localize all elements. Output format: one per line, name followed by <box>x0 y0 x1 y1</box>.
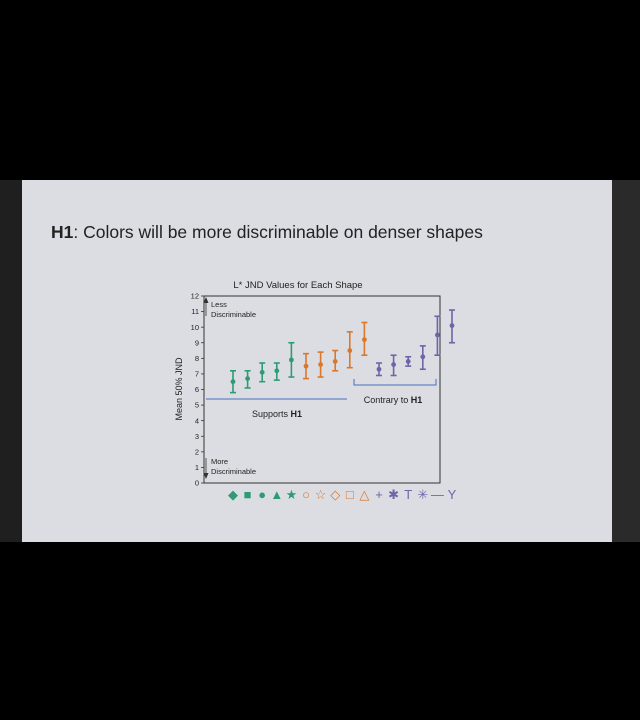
mean-point <box>274 368 280 374</box>
data-point <box>303 352 309 380</box>
shape-tick-label: ✱ <box>388 487 399 502</box>
mean-point <box>230 379 236 385</box>
mean-point <box>376 366 382 372</box>
arrow-up-head <box>203 297 209 303</box>
more-label: More <box>211 457 228 466</box>
shape-tick-label: T <box>404 487 412 502</box>
mean-point <box>259 369 265 375</box>
y-tick-label: 12 <box>191 292 199 301</box>
data-point <box>419 345 426 371</box>
data-point <box>317 351 324 378</box>
mean-point <box>289 357 294 363</box>
plot-frame <box>203 295 441 484</box>
arrow-down-head <box>203 473 209 479</box>
mean-point <box>405 359 411 364</box>
contrary-label-text: Contrary to <box>364 395 411 405</box>
mean-point <box>332 359 338 364</box>
y-tick-label: 6 <box>195 385 199 394</box>
contrary-label: Contrary to H1 <box>364 395 423 405</box>
y-tick-label: 5 <box>195 401 199 410</box>
slide-title-bold: H1 <box>51 222 74 242</box>
annotation-less-discriminable: Less Discriminable <box>203 297 256 319</box>
contrary-label-bold: H1 <box>411 395 423 405</box>
presentation-slide: H1: Colors will be more discriminable on… <box>22 180 612 542</box>
y-tick-label: 10 <box>191 323 199 332</box>
y-tick-label: 7 <box>195 370 199 379</box>
mean-point <box>362 337 367 343</box>
y-tick-label: 2 <box>195 447 199 456</box>
discriminable-label-bottom: Discriminable <box>211 467 256 476</box>
y-tick-label: 11 <box>191 307 199 316</box>
jnd-chart: L* JND Values for Each Shape Mean 50% JN… <box>174 280 457 502</box>
contrary-bracket <box>353 379 437 386</box>
shape-tick-label: ○ <box>302 487 310 502</box>
annotation-more-discriminable: More Discriminable <box>203 457 256 479</box>
slide-title-rest: : Colors will be more discriminable on d… <box>73 222 483 242</box>
bracket-contrary: Contrary to H1 <box>353 379 437 405</box>
less-label: Less <box>211 300 227 309</box>
mean-point <box>318 362 323 367</box>
data-point <box>332 349 339 372</box>
y-tick-label: 1 <box>195 463 199 472</box>
shape-tick-label: □ <box>346 487 354 502</box>
supports-label-text: Supports <box>252 409 291 419</box>
data-point <box>273 362 280 381</box>
shape-tick-label: ◇ <box>330 487 340 502</box>
shape-tick-label: + <box>375 487 383 502</box>
shape-tick-label: ☆ <box>315 487 327 502</box>
mean-point <box>449 323 455 329</box>
shape-tick-label: — <box>431 487 444 502</box>
y-axis-label: Mean 50% JND <box>174 357 184 421</box>
y-tick-label: 0 <box>195 479 199 488</box>
shape-tick-label: Y <box>448 487 457 502</box>
mean-point <box>435 332 440 338</box>
data-point <box>361 321 368 357</box>
shape-tick-labels: ◆ ■ ● ▲ ★ ○ ☆ ◇ □ △ + ✱ T ✳ — Y <box>228 487 457 502</box>
mean-point <box>347 348 353 353</box>
data-point <box>390 354 397 377</box>
data-point <box>346 331 353 369</box>
shape-tick-label: ▲ <box>270 487 283 502</box>
shape-tick-label: ● <box>258 487 266 502</box>
mean-point <box>420 354 426 360</box>
data-point <box>376 362 382 377</box>
y-tick-label: 4 <box>195 416 199 425</box>
mean-point <box>303 363 309 369</box>
supports-label: Supports H1 <box>252 409 302 419</box>
shape-tick-label: ★ <box>286 487 298 502</box>
y-tick-label: 8 <box>195 354 199 363</box>
chart-title: L* JND Values for Each Shape <box>233 280 362 291</box>
mean-point <box>245 376 251 381</box>
bracket-supports: Supports H1 <box>206 398 347 419</box>
mean-point <box>391 362 396 367</box>
right-frame-band <box>610 180 640 542</box>
shape-tick-label: △ <box>359 487 369 502</box>
data-point <box>244 370 251 389</box>
data-point <box>405 355 412 367</box>
shape-tick-label: ■ <box>244 487 252 502</box>
shape-tick-label: ✳ <box>417 487 428 502</box>
shape-tick-label: ◆ <box>228 487 238 502</box>
data-point <box>288 341 295 378</box>
data-point <box>434 315 441 357</box>
discriminable-label-top: Discriminable <box>211 310 256 319</box>
data-point <box>230 370 236 394</box>
data-point <box>259 362 266 383</box>
supports-label-bold: H1 <box>291 409 303 419</box>
left-frame-band <box>0 180 22 542</box>
y-tick-label: 9 <box>195 338 199 347</box>
slide-title: H1: Colors will be more discriminable on… <box>51 222 483 243</box>
y-tick-label: 3 <box>195 432 199 441</box>
error-bars <box>230 309 455 394</box>
data-point <box>449 309 455 344</box>
